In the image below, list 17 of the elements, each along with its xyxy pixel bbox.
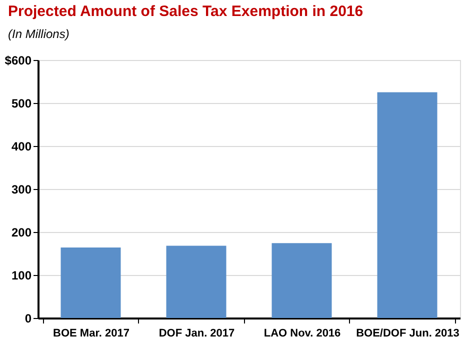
y-tick-label: $600: [4, 54, 32, 68]
bar: [166, 246, 226, 318]
bar: [60, 247, 121, 318]
y-tick-label: 0: [24, 312, 32, 326]
bar: [272, 243, 332, 318]
y-tick-label: 200: [11, 226, 32, 240]
x-tick-label: LAO Nov. 2016: [264, 328, 341, 340]
x-tick-label: BOE Mar. 2017: [53, 328, 130, 340]
x-tick-label: DOF Jan. 2017: [158, 328, 235, 340]
chart-subtitle: (In Millions): [8, 27, 70, 41]
chart-title: Projected Amount of Sales Tax Exemption in 2016: [8, 3, 364, 20]
y-tick-label: 100: [11, 268, 32, 282]
y-tick-label: 400: [11, 140, 32, 154]
y-tick-label: 300: [11, 182, 32, 196]
x-tick-label: BOE/DOF Jun. 2013: [356, 328, 460, 340]
bar: [377, 92, 438, 318]
y-tick-label: 500: [11, 96, 32, 110]
